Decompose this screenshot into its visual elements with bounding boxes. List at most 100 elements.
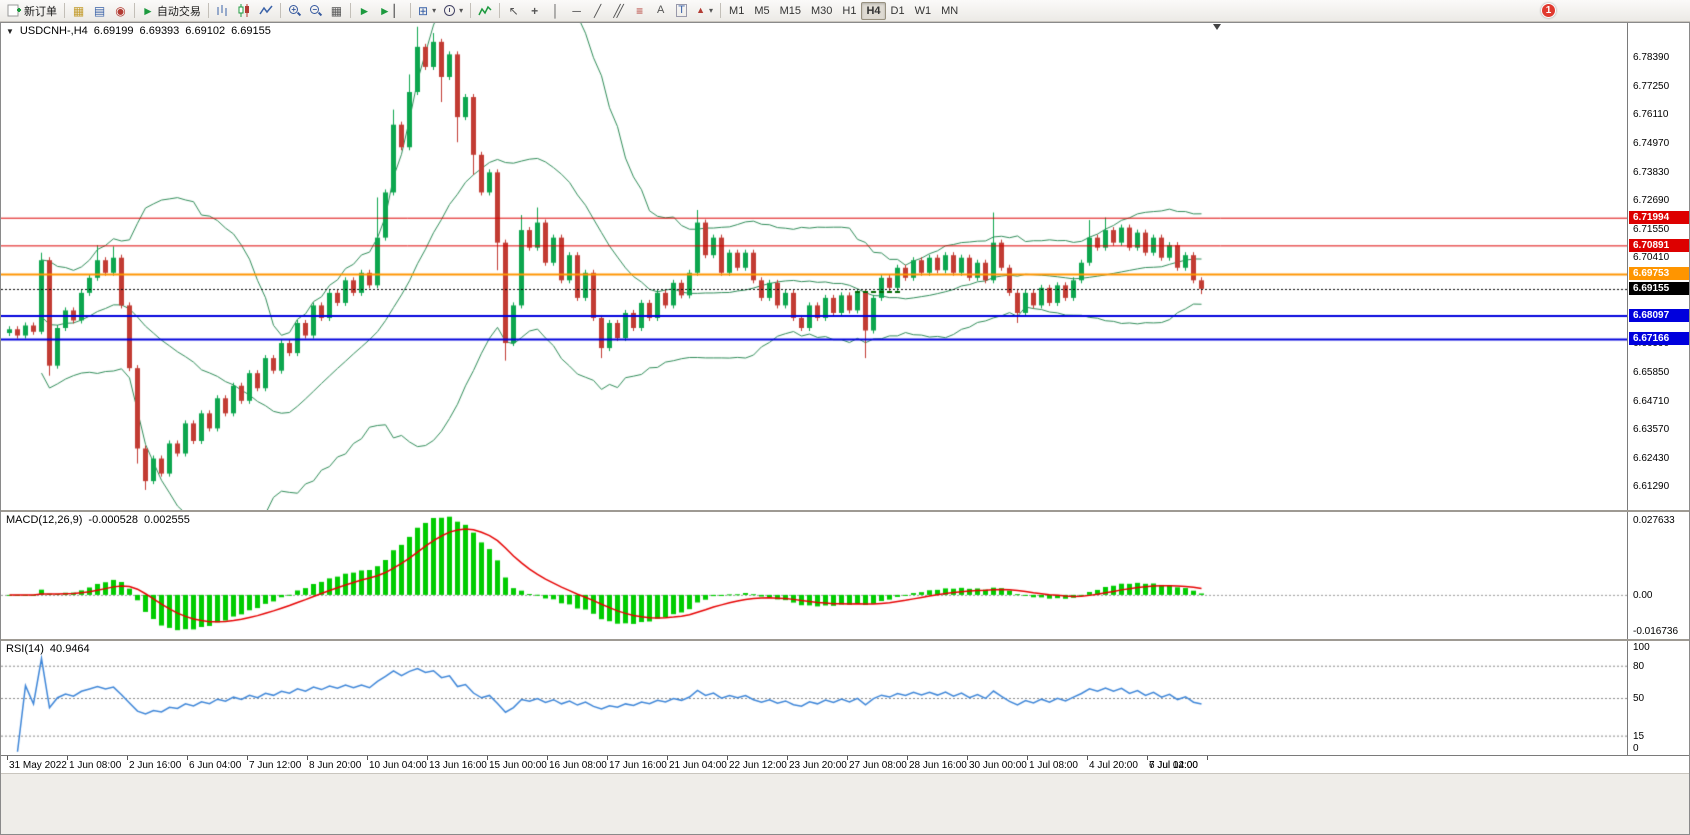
toolbar-separator <box>279 3 281 18</box>
text-label-button[interactable]: T <box>671 1 692 20</box>
profiles-button[interactable]: ▤ <box>89 1 110 20</box>
time-tick <box>487 756 488 760</box>
macd-scale[interactable]: 0.027633 0.00 -0.016736 <box>1627 512 1689 639</box>
timeframe-button-w1[interactable]: W1 <box>910 2 937 20</box>
toolbar-separator <box>470 3 472 18</box>
line-chart-button[interactable] <box>255 1 277 20</box>
timeframe-button-h4[interactable]: H4 <box>861 1 886 20</box>
time-label: 23 Jun 20:00 <box>789 760 847 771</box>
time-tick <box>1207 756 1208 760</box>
price-scale[interactable]: 6.78390 6.77250 6.76110 6.74970 6.73830 6.726… <box>1627 23 1689 510</box>
toolbar-separator <box>720 3 722 18</box>
ohlc-open: 6.69199 <box>93 25 134 37</box>
time-label: 10 Jun 04:00 <box>369 760 427 771</box>
toolbar-separator <box>64 3 65 18</box>
macd-caption: MACD(12,26,9) -0.000528 0.002555 <box>6 514 190 526</box>
auto-scroll-button[interactable]: ► <box>354 1 375 20</box>
time-label: 4 Jul 20:00 <box>1089 760 1138 771</box>
vertical-line-icon: │ <box>551 3 560 18</box>
price-tick-label: 6.62430 <box>1633 452 1670 464</box>
panel-divider[interactable] <box>1 510 1689 512</box>
rsi-scale-label: 80 <box>1633 660 1645 672</box>
toolbar-separator <box>410 3 412 18</box>
new-chart-button[interactable]: ⊞ ▾ <box>414 1 440 20</box>
zoom-out-button[interactable]: − <box>305 1 326 20</box>
alerts-button[interactable]: ◉ <box>110 1 131 20</box>
timeframe-button-m5[interactable]: M5 <box>749 2 774 20</box>
arrows-button[interactable]: ▲ ▾ <box>692 1 717 20</box>
tile-windows-button[interactable]: ▦ <box>326 1 347 20</box>
bar-chart-button[interactable] <box>212 1 233 20</box>
chart-shift-marker[interactable] <box>1213 24 1221 30</box>
cursor-icon: ↖ <box>508 3 519 18</box>
price-tick-label: 6.71550 <box>1633 223 1670 235</box>
price-tick-label: 6.76110 <box>1633 109 1669 121</box>
horizontal-line-button[interactable]: ─ <box>566 1 587 20</box>
time-label: 31 May 2022 <box>9 760 67 771</box>
notification-badge[interactable]: 1 <box>1541 3 1556 18</box>
auto-scroll-icon: ► <box>358 3 371 18</box>
channel-button[interactable]: ╱╱ <box>608 1 629 20</box>
macd-canvas[interactable] <box>1 512 1627 639</box>
price-tick-label: 6.65850 <box>1633 366 1670 378</box>
price-badge: 6.71994 <box>1629 211 1689 225</box>
time-tick <box>847 756 848 760</box>
cursor-button[interactable]: ↖ <box>503 1 524 20</box>
timeframe-button-m1[interactable]: M1 <box>724 2 749 20</box>
vertical-line-button[interactable]: │ <box>545 1 566 20</box>
timeframe-button-m15[interactable]: M15 <box>775 2 806 20</box>
price-chart-canvas[interactable] <box>1 23 1627 510</box>
tile-windows-icon: ▦ <box>330 3 343 18</box>
timeframe-button-d1[interactable]: D1 <box>886 2 910 20</box>
rsi-scale[interactable]: 100 80 50 15 0 <box>1627 641 1689 755</box>
time-axis[interactable]: 31 May 2022 1 Jun 08:00 2 Jun 16:00 6 Jun 0… <box>1 755 1689 773</box>
zoom-in-button[interactable]: + <box>284 1 305 20</box>
chevron-down-icon: ▾ <box>709 6 714 15</box>
price-badge: 6.67166 <box>1629 332 1689 346</box>
new-order-button[interactable]: 新订单 <box>3 1 61 20</box>
time-label: 21 Jun 04:00 <box>669 760 727 771</box>
text-label-icon: T <box>676 4 687 17</box>
price-tick-label: 6.74970 <box>1633 137 1670 149</box>
time-label: 6 Jul 04:00 <box>1149 760 1198 771</box>
arrow-marker-icon: ▲ <box>696 5 706 15</box>
rsi-value: 40.9464 <box>49 643 90 655</box>
periods-button[interactable]: ▾ <box>440 1 467 20</box>
charts-button[interactable]: ▦ <box>68 1 89 20</box>
timeframe-button-m30[interactable]: M30 <box>806 2 837 20</box>
macd-scale-label: -0.016736 <box>1633 626 1679 637</box>
chart-caption: ▼ USDCNH-,H4 6.69199 6.69393 6.69102 6.6… <box>6 25 271 37</box>
chart-shift-icon: ► <box>378 3 391 18</box>
chevron-down-icon: ▾ <box>432 6 437 15</box>
timeframe-button-mn[interactable]: MN <box>936 2 963 20</box>
trendline-button[interactable]: ╱ <box>587 1 608 20</box>
rsi-panel: RSI(14) 40.9464 100 80 50 15 0 <box>1 641 1689 755</box>
timeframe-button-h1[interactable]: H1 <box>837 2 861 20</box>
rsi-canvas[interactable] <box>1 641 1627 755</box>
chart-shift-bar-icon: ▏ <box>393 3 404 18</box>
rsi-scale-label: 0 <box>1633 743 1639 754</box>
time-label: 1 Jul 08:00 <box>1029 760 1078 771</box>
crosshair-button[interactable]: + <box>524 1 545 20</box>
indicators-button[interactable] <box>474 1 496 20</box>
ohlc-high: 6.69393 <box>139 25 180 37</box>
price-tick-label: 6.64710 <box>1633 395 1670 407</box>
panel-divider[interactable] <box>1 639 1689 641</box>
candlestick-button[interactable] <box>233 1 255 20</box>
macd-scale-label: 0.027633 <box>1633 515 1675 526</box>
time-tick <box>727 756 728 760</box>
line-chart-icon <box>259 5 273 15</box>
chevron-down-icon: ▾ <box>459 6 464 15</box>
price-tick-label: 6.72690 <box>1633 195 1670 207</box>
time-tick <box>7 756 8 760</box>
time-label: 13 Jun 16:00 <box>429 760 487 771</box>
rsi-label: RSI(14) <box>6 643 44 655</box>
fibonacci-button[interactable]: ≡ <box>629 1 650 20</box>
collapse-chart-icon[interactable]: ▼ <box>6 26 14 36</box>
chart-shift-button[interactable]: ► ▏ <box>375 1 407 20</box>
autotrade-button[interactable]: ► 自动交易 <box>138 1 205 20</box>
time-tick <box>67 756 68 760</box>
text-button[interactable]: A <box>650 1 671 20</box>
macd-scale-label: 0.00 <box>1633 589 1653 601</box>
